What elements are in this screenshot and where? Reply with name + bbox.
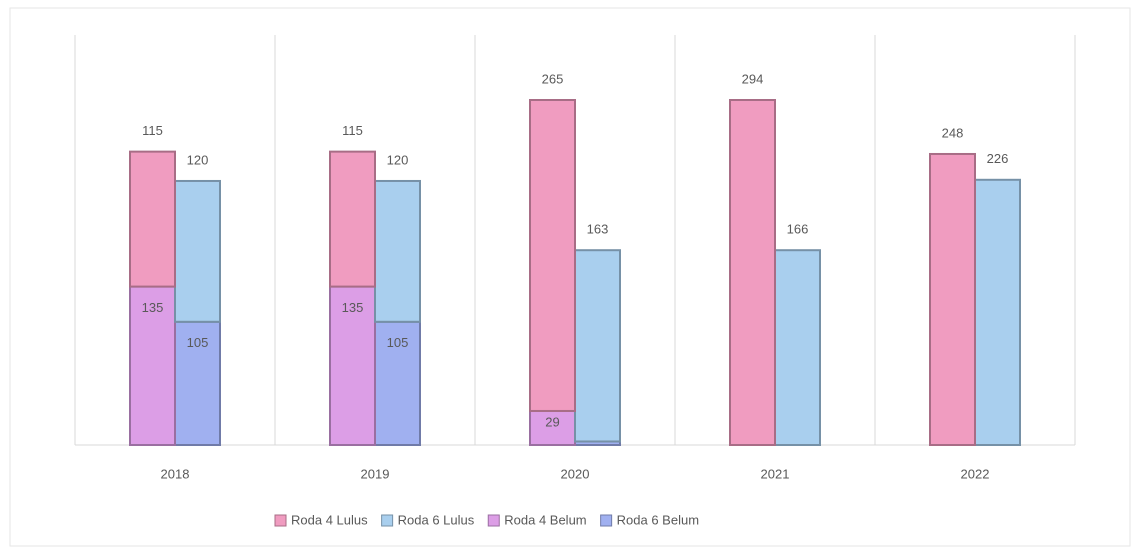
data-label: 248 [942, 125, 964, 140]
legend-swatch [381, 514, 394, 527]
bar-segment [129, 285, 176, 446]
data-label: 105 [387, 335, 409, 350]
x-tick-label: 2020 [561, 466, 590, 481]
bar-segment [774, 249, 821, 446]
bar-segment [329, 150, 376, 288]
legend-swatch [600, 514, 613, 527]
bar-segment [329, 285, 376, 446]
data-label: 120 [187, 152, 209, 167]
x-tick-label: 2018 [161, 466, 190, 481]
bar-segment [129, 150, 176, 288]
bar-segment [174, 179, 221, 323]
data-label: 29 [545, 414, 559, 429]
data-label: 135 [142, 300, 164, 315]
data-label: 294 [742, 71, 764, 86]
bar-segment [574, 249, 621, 443]
bar-segment [529, 99, 576, 412]
legend-label: Roda 6 Lulus [398, 512, 475, 527]
data-label: 105 [187, 335, 209, 350]
bar-segment [974, 178, 1021, 446]
legend-label: Roda 4 Lulus [291, 512, 368, 527]
data-label: 166 [787, 222, 809, 237]
bar-segment [174, 320, 221, 446]
bar-segment [374, 179, 421, 323]
bar-segment [529, 409, 576, 447]
legend-swatch [274, 514, 287, 527]
legend-label: Roda 4 Belum [504, 512, 586, 527]
x-tick-label: 2022 [961, 466, 990, 481]
data-label: 226 [987, 151, 1009, 166]
legend-label: Roda 6 Belum [617, 512, 699, 527]
data-label: 135 [342, 300, 364, 315]
data-label: 120 [387, 152, 409, 167]
x-tick-label: 2021 [761, 466, 790, 481]
bar-segment [929, 152, 976, 447]
x-tick-label: 2019 [361, 466, 390, 481]
data-label: 163 [587, 222, 609, 237]
data-label: 115 [142, 123, 163, 138]
data-label: 265 [542, 71, 564, 86]
data-label: 115 [342, 123, 363, 138]
legend-swatch [487, 514, 500, 527]
bar-segment [729, 99, 776, 446]
